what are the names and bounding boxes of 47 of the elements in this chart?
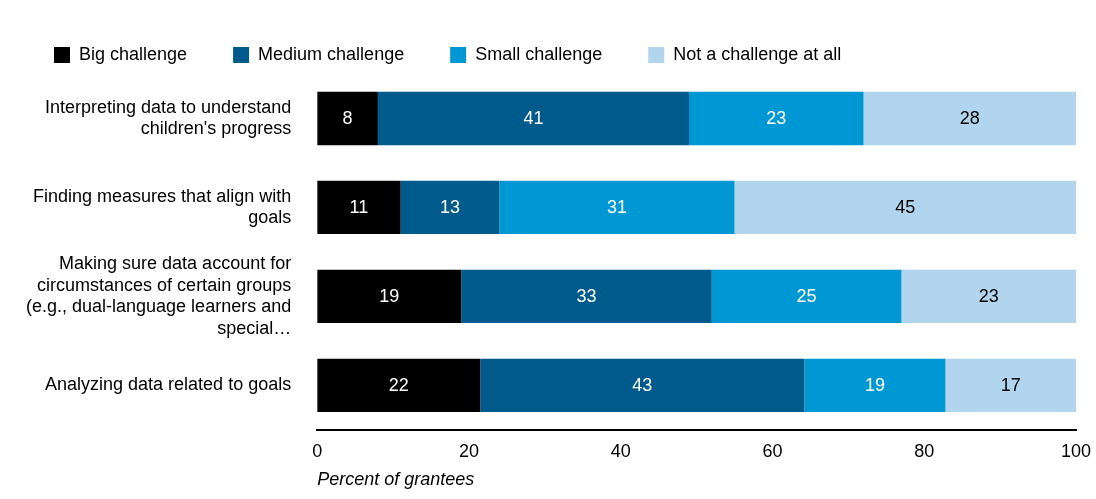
bar — [317, 269, 462, 324]
legend-label: Medium challenge — [258, 43, 405, 64]
y-tick-label: Interpreting data to understand children's progress — [45, 96, 292, 139]
bar — [863, 91, 1076, 146]
x-tick-label: 60 — [762, 440, 783, 461]
data-label: 8 — [342, 108, 353, 129]
data-label: 31 — [606, 197, 627, 218]
data-label: 28 — [959, 108, 980, 129]
data-label: 25 — [796, 286, 817, 307]
x-tick-label: 20 — [458, 440, 479, 461]
legend-label: Small challenge — [475, 43, 603, 64]
data-label: 19 — [379, 286, 400, 307]
y-tick-label: Analyzing data related to goals — [45, 374, 292, 395]
bar — [945, 358, 1076, 413]
bar — [377, 91, 689, 146]
bar — [901, 269, 1076, 324]
x-tick-label: 100 — [1060, 440, 1092, 461]
bar — [734, 180, 1076, 235]
data-label: 19 — [864, 375, 885, 396]
data-label: 43 — [632, 375, 653, 396]
data-label: 45 — [895, 197, 916, 218]
data-label: 41 — [523, 108, 544, 129]
y-tick-label: Making sure data account for circumstances of certain groups (e.g., dual-language learners and special… — [26, 252, 292, 338]
legend-label: Not a challenge at all — [673, 43, 842, 64]
bar — [804, 358, 946, 413]
bar — [499, 180, 735, 235]
bar — [317, 358, 481, 413]
bar — [400, 180, 500, 235]
y-tick-label: Finding measures that align with goals — [33, 185, 292, 228]
bar — [317, 91, 378, 146]
data-label: 11 — [349, 197, 369, 218]
bar — [689, 91, 864, 146]
x-tick-label: 80 — [914, 440, 935, 461]
bar — [461, 269, 712, 324]
legend-label: Big challenge — [79, 43, 188, 64]
bar — [480, 358, 805, 413]
data-label: 33 — [576, 286, 597, 307]
data-label: 22 — [388, 375, 409, 396]
data-label: 13 — [439, 197, 460, 218]
bar — [317, 180, 401, 235]
data-label: 23 — [766, 108, 787, 129]
x-axis-title: Percent of grantees — [317, 469, 475, 490]
data-label: 23 — [978, 286, 999, 307]
x-tick-label: 0 — [312, 440, 323, 461]
bar — [711, 269, 902, 324]
x-tick-label: 40 — [610, 440, 631, 461]
data-label: 17 — [1000, 375, 1021, 396]
